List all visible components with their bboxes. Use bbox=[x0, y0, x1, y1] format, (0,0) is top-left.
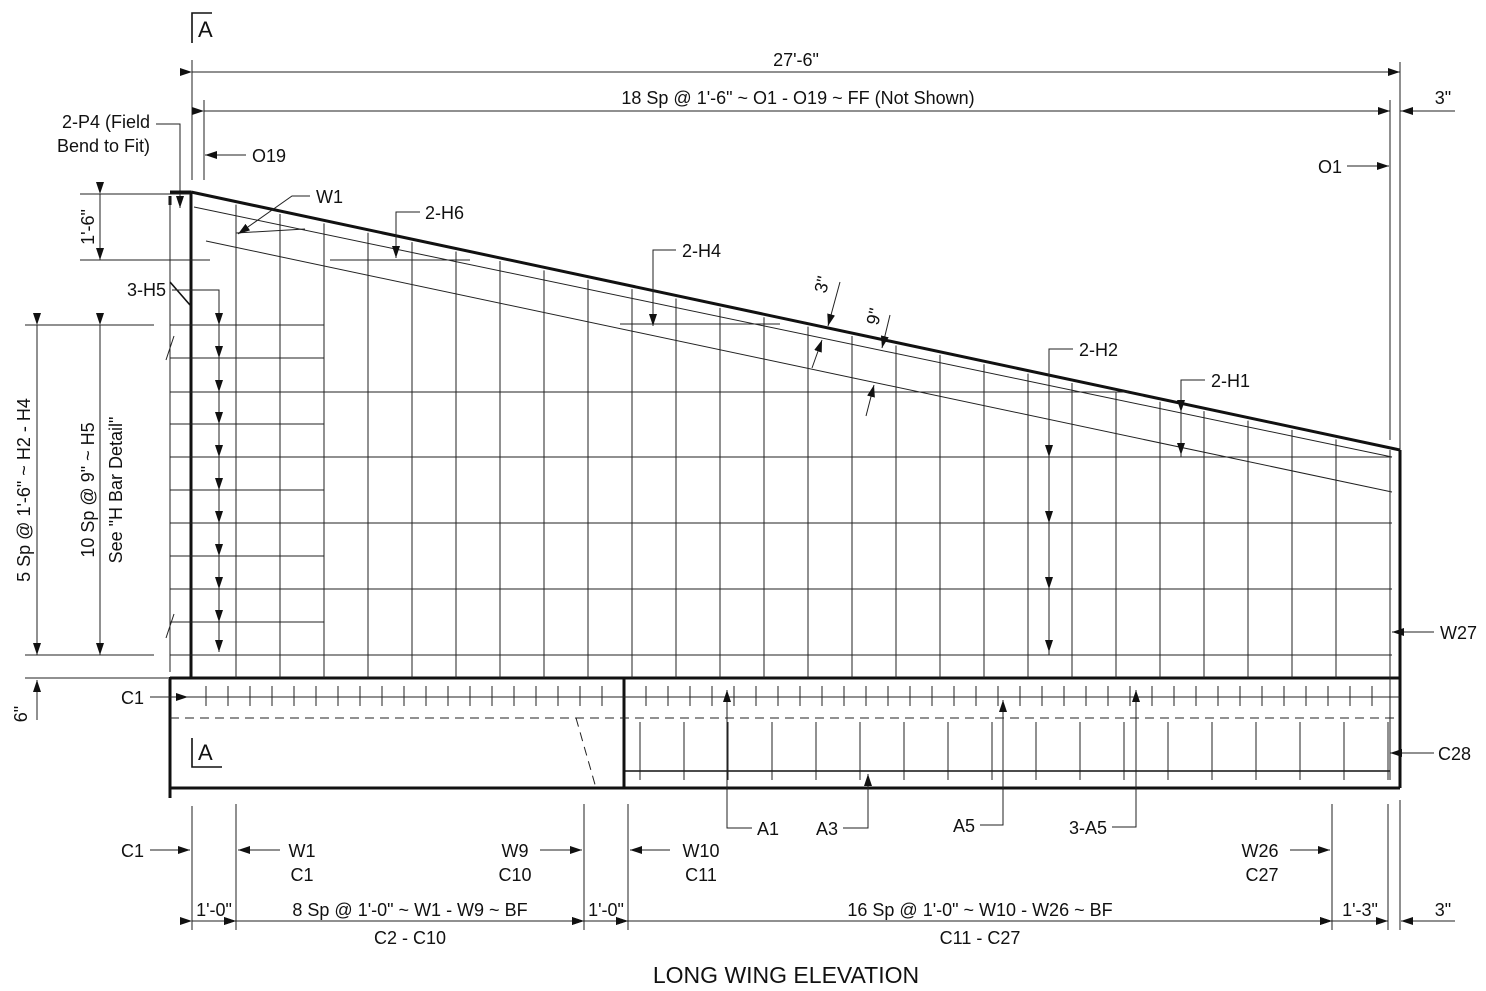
a5-callout: A5 bbox=[953, 700, 1007, 836]
w1-label: W1 bbox=[316, 187, 343, 207]
o1-callout: O1 bbox=[1318, 157, 1389, 177]
top-right-dimension-label: 3" bbox=[1435, 88, 1451, 108]
a1-label: A1 bbox=[757, 819, 779, 839]
o-bar-spacing-dimension: 18 Sp @ 1'-6" ~ O1 - O19 ~ FF (Not Shown… bbox=[192, 88, 1391, 440]
sloped-h-bars bbox=[193, 206, 1393, 493]
c28-callout: C28 bbox=[1390, 744, 1471, 764]
overall-dimension: 27'-6" bbox=[180, 50, 1401, 450]
wall-outline bbox=[165, 190, 1402, 798]
w1-bottom-label: W1 bbox=[289, 841, 316, 861]
a5x3-label: 3-A5 bbox=[1069, 818, 1107, 838]
h6-callout: 2-H6 bbox=[392, 203, 464, 258]
w26-c27-callout: W26 C27 bbox=[1241, 841, 1330, 885]
h4-callout: 2-H4 bbox=[649, 241, 721, 326]
h5-spacing-dimension: 10 Sp @ 9" ~ H5 See "H Bar Detail" bbox=[78, 313, 126, 655]
w10-c11-callout: W10 C11 bbox=[630, 841, 720, 885]
six-dimension: 6" bbox=[11, 677, 168, 722]
slope-nine-dimension: 9" bbox=[862, 306, 891, 417]
h4-spacing-label: 5 Sp @ 1'-6" ~ H2 - H4 bbox=[14, 398, 34, 582]
bottom-one-three-label: 1'-3" bbox=[1342, 900, 1378, 920]
w27-callout: W27 bbox=[1392, 623, 1477, 643]
footing-bar-stubs bbox=[205, 686, 1389, 780]
w1-c1-callout: W1 C1 bbox=[238, 841, 316, 885]
bottom-one-zero-mid-label: 1'-0" bbox=[588, 900, 624, 920]
a5x3-callout: 3-A5 bbox=[1069, 690, 1140, 838]
drawing-title: LONG WING ELEVATION bbox=[653, 962, 919, 988]
c27-bottom-label: C27 bbox=[1245, 865, 1278, 885]
h2-callout: 2-H2 bbox=[1048, 340, 1118, 655]
h1-callout: 2-H1 bbox=[1177, 371, 1250, 457]
bottom-w-span-label: 8 Sp @ 1'-0" ~ W1 - W9 ~ BF bbox=[292, 900, 527, 920]
h4-label: 2-H4 bbox=[682, 241, 721, 261]
c1-label: C1 bbox=[121, 688, 144, 708]
bottom-extension-lines bbox=[191, 800, 1401, 930]
p4-callout: 2-P4 (Field Bend to Fit) bbox=[57, 112, 184, 208]
bottom-c-span2-label: C11 - C27 bbox=[940, 928, 1021, 948]
w9-bottom-label: W9 bbox=[502, 841, 529, 861]
w26-bottom-label: W26 bbox=[1241, 841, 1278, 861]
a5-label: A5 bbox=[953, 816, 975, 836]
c1-bottom-callout: C1 bbox=[121, 841, 190, 861]
bottom-one-zero-left-label: 1'-0" bbox=[196, 900, 232, 920]
w9-c10-callout: W9 C10 bbox=[498, 841, 582, 885]
h6-label: 2-H6 bbox=[425, 203, 464, 223]
c11-bottom-label: C11 bbox=[685, 865, 717, 885]
slope-three-dimension: 3" bbox=[810, 274, 841, 369]
slope-nine-label: 9" bbox=[862, 306, 885, 327]
w1-callout: W1 bbox=[237, 187, 343, 235]
w10-bottom-label: W10 bbox=[682, 841, 719, 861]
slope-three-label: 3" bbox=[810, 274, 833, 295]
h1-label: 2-H1 bbox=[1211, 371, 1250, 391]
c1-callout: C1 bbox=[121, 688, 188, 708]
bottom-right-dimension-label: 3" bbox=[1435, 900, 1451, 920]
one-six-label: 1'-6" bbox=[78, 209, 98, 245]
a3-callout: A3 bbox=[816, 774, 872, 839]
bottom-c-span-label: C2 - C10 bbox=[374, 928, 446, 948]
six-label: 6" bbox=[11, 706, 31, 722]
top-right-dimension: 3" bbox=[1400, 88, 1455, 115]
p4-callout-line1: 2-P4 (Field bbox=[62, 112, 150, 132]
w27-label: W27 bbox=[1440, 623, 1477, 643]
h4-spacing-dimension: 5 Sp @ 1'-6" ~ H2 - H4 bbox=[14, 313, 154, 656]
section-mark-bottom: A bbox=[191, 738, 222, 768]
overall-dimension-label: 27'-6" bbox=[773, 50, 819, 70]
a3-label: A3 bbox=[816, 819, 838, 839]
bottom-w-span2-label: 16 Sp @ 1'-0" ~ W10 - W26 ~ BF bbox=[847, 900, 1112, 920]
section-mark-top-label: A bbox=[198, 17, 213, 42]
o19-label: O19 bbox=[252, 146, 286, 166]
c28-label: C28 bbox=[1438, 744, 1471, 764]
c1-bottom-label: C1 bbox=[121, 841, 144, 861]
h5-note-label: See "H Bar Detail" bbox=[106, 417, 126, 564]
c1-bottom-second-label: C1 bbox=[290, 865, 313, 885]
o19-callout: O19 bbox=[205, 146, 286, 166]
o-bar-spacing-label: 18 Sp @ 1'-6" ~ O1 - O19 ~ FF (Not Shown… bbox=[621, 88, 974, 108]
section-mark-bottom-label: A bbox=[198, 740, 213, 765]
section-mark-top: A bbox=[191, 12, 213, 43]
horizontal-bars bbox=[170, 324, 1392, 656]
vertical-bars bbox=[235, 204, 1391, 780]
bottom-dimension-string: 1'-0" 8 Sp @ 1'-0" ~ W1 - W9 ~ BF C2 - C… bbox=[180, 900, 1455, 948]
h5-label: 3-H5 bbox=[127, 280, 166, 300]
one-six-dimension: 1'-6" bbox=[78, 182, 210, 261]
p4-callout-line2: Bend to Fit) bbox=[57, 136, 150, 156]
h5-callout: 3-H5 bbox=[127, 280, 220, 650]
c10-bottom-label: C10 bbox=[498, 865, 531, 885]
h5-spacing-label: 10 Sp @ 9" ~ H5 bbox=[78, 422, 98, 557]
a1-callout: A1 bbox=[723, 690, 779, 839]
o1-label: O1 bbox=[1318, 157, 1342, 177]
h2-label: 2-H2 bbox=[1079, 340, 1118, 360]
